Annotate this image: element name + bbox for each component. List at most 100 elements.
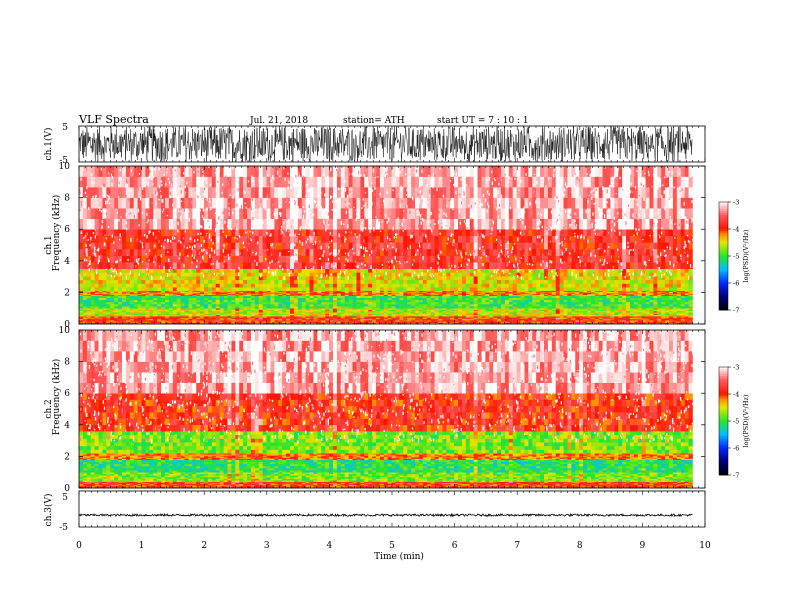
spectrogram-cell <box>180 297 185 301</box>
spectrogram-cell <box>680 279 685 284</box>
spectrogram-cell <box>458 272 463 277</box>
spectrogram-cell <box>481 276 486 281</box>
spectrogram-cell <box>669 295 674 298</box>
spectrogram-cell <box>352 299 357 303</box>
spectrogram-cell <box>129 318 135 321</box>
spectrogram-cell <box>407 276 412 281</box>
spectrogram-cell <box>360 321 365 323</box>
spectrogram-cell <box>297 320 303 322</box>
spectrogram-cell <box>403 308 408 310</box>
spectrogram-cell <box>610 276 615 281</box>
spectrogram-cell <box>161 317 166 320</box>
spectrogram-cell <box>579 309 584 312</box>
spectrogram-cell <box>430 312 435 314</box>
spectrogram-cell <box>94 322 99 325</box>
spectrogram-cell <box>274 303 279 307</box>
spectrogram-cell <box>657 314 662 317</box>
spectrogram-cell <box>254 314 260 317</box>
spectrogram-cell <box>516 312 521 314</box>
spectrogram-cell <box>196 318 201 321</box>
spectrogram-cell <box>438 318 443 321</box>
spectrogram-cell <box>665 308 670 310</box>
spectrogram-cell <box>336 294 342 296</box>
spectrogram-cell <box>450 272 455 277</box>
spectrogram-cell <box>332 308 338 310</box>
spectrogram-cell <box>290 310 295 313</box>
spectrogram-cell <box>305 299 310 303</box>
spectrogram-cell <box>82 299 88 303</box>
spectrogram-cell <box>360 314 365 317</box>
spectrogram-cell <box>637 314 642 317</box>
spectrogram-cell <box>168 321 174 323</box>
spectrogram-cell <box>278 272 283 277</box>
spectrogram-cell <box>485 293 490 296</box>
spectrogram-cell <box>614 306 619 309</box>
spectrogram-cell <box>262 299 267 303</box>
spectrogram-cell <box>145 262 150 269</box>
spectrogram-cell <box>278 310 283 313</box>
spectrogram-cell <box>278 320 283 322</box>
spectrogram-cell <box>129 308 135 310</box>
spectrogram-cell <box>532 321 537 323</box>
spectrogram-cell <box>485 303 490 307</box>
spectrogram-cell <box>164 314 170 317</box>
spectrogram-cell <box>270 301 275 305</box>
spectrogram-cell <box>188 317 193 320</box>
spectrogram-cell <box>364 321 369 323</box>
spectrogram-cell <box>641 309 646 312</box>
spectrogram-cell <box>547 321 553 323</box>
spectrogram-cell <box>411 312 416 314</box>
spectrogram-cell <box>430 303 435 307</box>
spectrogram-cell <box>133 287 138 292</box>
spectrogram-cell <box>563 279 568 284</box>
spectrogram-cell <box>598 299 603 303</box>
spectrogram-cell <box>547 308 553 310</box>
spectrogram-cell <box>94 316 99 318</box>
spectrogram-cell <box>649 279 654 284</box>
spectrogram-cell <box>215 309 220 312</box>
spectrogram-cell <box>106 317 111 320</box>
spectrogram-cell <box>274 306 279 309</box>
spectrogram-cell <box>157 316 162 318</box>
spectrogram-cell <box>411 310 416 313</box>
spectrogram-cell <box>501 276 506 281</box>
spectrogram-cell <box>602 299 607 303</box>
spectrogram-cell <box>313 312 318 314</box>
spectrogram-cell <box>344 279 349 284</box>
spectrogram-cell <box>297 255 303 263</box>
spectrogram-cell <box>450 295 455 298</box>
spectrogram-cell <box>176 308 181 310</box>
spectrogram-cell <box>215 295 220 298</box>
spectrogram-cell <box>563 287 568 292</box>
spectrogram-cell <box>563 294 568 296</box>
spectrogram-cell <box>149 279 154 284</box>
spectrogram-cell <box>387 276 392 281</box>
spectrogram-cell <box>688 321 693 323</box>
spectrogram-cell <box>192 312 197 314</box>
spectrogram-cell <box>352 262 357 269</box>
spectrogram-cell <box>254 322 260 325</box>
spectrogram-cell <box>254 301 260 305</box>
spectrogram-cell <box>411 276 416 281</box>
spectrogram-cell <box>426 320 431 322</box>
spectrogram-cell <box>559 276 564 281</box>
spectrogram-cell <box>633 308 639 310</box>
spectrogram-cell <box>266 320 271 322</box>
spectrogram-cell <box>110 303 115 307</box>
spectrogram-cell <box>438 272 443 277</box>
spectrogram-cell <box>211 301 217 305</box>
spectrogram-cell <box>586 299 592 303</box>
spectrogram-cell <box>121 279 127 284</box>
spectrogram-cell <box>629 312 635 314</box>
spectrogram-cell <box>516 287 521 292</box>
spectrogram-cell <box>395 322 400 325</box>
spectrogram-cell <box>293 301 299 305</box>
spectrogram-cell <box>481 322 486 325</box>
spectrogram-cell <box>243 283 248 288</box>
spectrogram-cell <box>223 262 228 269</box>
spectrogram-cell <box>442 294 447 296</box>
spectrogram-cell <box>633 316 639 318</box>
spectrogram-cell <box>114 313 119 316</box>
spectrogram-cell <box>168 287 174 292</box>
spectrogram-cell <box>340 294 346 296</box>
